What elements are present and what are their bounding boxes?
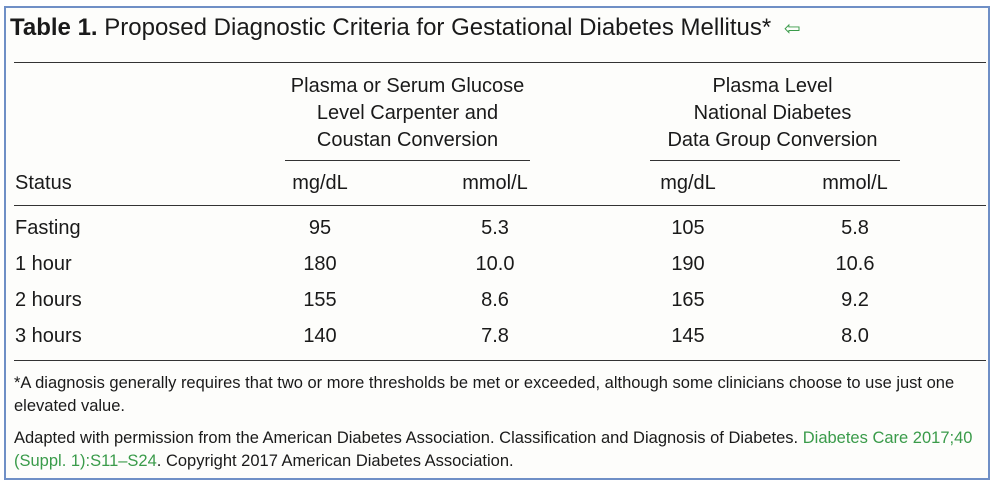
column-header-mgdl: mg/dL <box>660 172 716 194</box>
column-header-mmoll: mmol/L <box>462 172 528 194</box>
title-rule <box>14 62 986 63</box>
column-header-status: Status <box>15 172 72 194</box>
table-frame <box>4 6 990 480</box>
cell-value: 105 <box>671 217 705 239</box>
group-header-line: Coustan Conversion <box>316 129 499 151</box>
row-status: Fasting <box>15 217 81 239</box>
cell-value: 8.6 <box>481 289 509 311</box>
source-text: Adapted with permission from the America… <box>14 429 803 447</box>
table-title: Table 1. Proposed Diagnostic Criteria fo… <box>10 14 990 46</box>
cell-value: 95 <box>308 217 332 239</box>
source-citation-link[interactable]: Diabetes Care 2017;40 (Suppl. 1):S11–S24 <box>14 429 973 470</box>
group-header-carpenter-coustan: Plasma or Serum Glucose Level Carpenter … <box>285 73 530 154</box>
header-rule <box>14 205 986 206</box>
row-status: 2 hours <box>15 289 82 311</box>
back-arrow-icon[interactable]: ⇦ <box>783 18 801 40</box>
cell-value: 165 <box>671 289 705 311</box>
row-status: 3 hours <box>15 325 82 347</box>
group-header-line: National Diabetes <box>693 102 852 124</box>
bottom-rule <box>14 360 986 361</box>
cell-value: 5.3 <box>481 217 509 239</box>
row-status: 1 hour <box>15 253 72 275</box>
group-underline <box>650 160 900 161</box>
cell-value: 155 <box>303 289 337 311</box>
cell-value: 145 <box>671 325 705 347</box>
cell-value: 180 <box>303 253 337 275</box>
cell-value: 190 <box>671 253 705 275</box>
column-header-mgdl: mg/dL <box>292 172 348 194</box>
group-header-line: Level Carpenter and <box>316 102 499 124</box>
footnote-source: Adapted with permission from the America… <box>14 427 986 473</box>
cell-value: 140 <box>303 325 337 347</box>
group-header-line: Plasma Level <box>712 75 833 97</box>
group-header-line: Data Group Conversion <box>667 129 878 151</box>
cell-value: 10.6 <box>835 253 875 275</box>
table-title-text: Proposed Diagnostic Criteria for Gestati… <box>104 14 772 41</box>
footnote-criteria: *A diagnosis generally requires that two… <box>14 374 955 415</box>
copyright-text: . Copyright 2017 American Diabetes Assoc… <box>156 452 514 470</box>
column-header-mmoll: mmol/L <box>822 172 888 194</box>
table-label: Table 1. <box>10 14 98 41</box>
group-header-line: Plasma or Serum Glucose <box>290 75 525 97</box>
cell-value: 9.2 <box>841 289 869 311</box>
group-underline <box>285 160 530 161</box>
cell-value: 5.8 <box>841 217 869 239</box>
cell-value: 8.0 <box>841 325 869 347</box>
group-header-ndd: Plasma Level National Diabetes Data Grou… <box>650 73 895 154</box>
cell-value: 7.8 <box>481 325 509 347</box>
cell-value: 10.0 <box>475 253 515 275</box>
